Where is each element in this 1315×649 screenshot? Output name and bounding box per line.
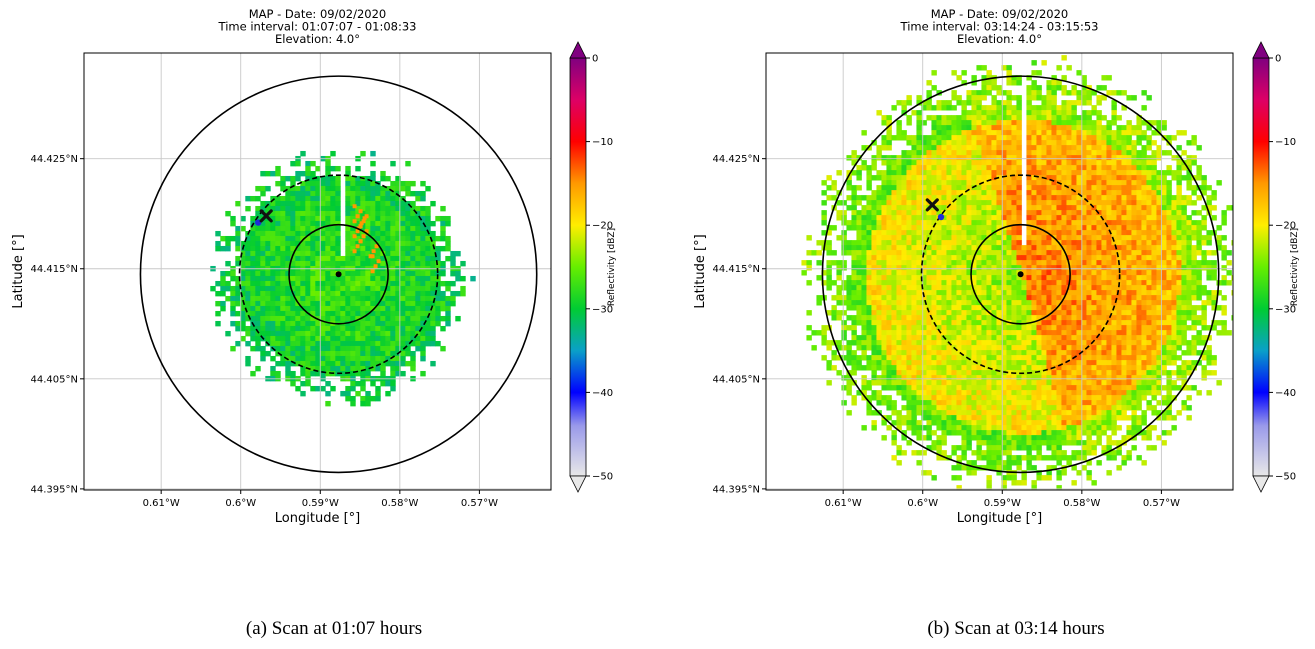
chart-title: MAP - Date: 09/02/2020 (931, 7, 1068, 21)
x-tick-label: 0.6°W (225, 498, 256, 509)
colorbar-extend-max (569, 41, 587, 59)
radar-site-marker (335, 271, 342, 278)
range-ring (970, 223, 1071, 325)
x-marker (925, 198, 939, 212)
x-tick-label: 0.59°W (984, 498, 1021, 509)
reflectivity-field (801, 55, 1233, 490)
x-tick-label: 0.57°W (1143, 498, 1180, 509)
x-tick-label: 0.57°W (461, 498, 498, 509)
y-tick-label: 44.415°N (31, 264, 78, 275)
range-ring (288, 223, 389, 325)
colorbar-tick-label: −10 (1275, 137, 1296, 148)
axes-frame (83, 52, 552, 491)
range-ring (139, 75, 538, 474)
x-axis-label: Longitude [°] (957, 511, 1042, 526)
chart-title: Elevation: 4.0° (957, 32, 1042, 46)
colorbar-tick-label: −40 (1275, 388, 1296, 399)
colorbar-tick-label: 0 (592, 54, 598, 65)
colorbar-label: Reflectivity [dBZ] (1290, 228, 1300, 306)
colorbar-tick-label: −20 (1275, 221, 1296, 232)
y-tick-label: 44.395°N (31, 484, 78, 495)
x-tick-label: 0.58°W (1063, 498, 1100, 509)
colorbar-extend-max (1252, 41, 1270, 59)
x-tick-label: 0.61°W (143, 498, 180, 509)
colorbar-tick-label: −40 (592, 388, 613, 399)
chart-title: Elevation: 4.0° (275, 32, 360, 46)
y-tick-label: 44.395°N (713, 484, 760, 495)
chart-title: Time interval: 01:07:07 - 01:08:33 (218, 20, 417, 34)
colorbar-extend-min (1252, 475, 1270, 493)
colorbar-tick-label: 0 (1275, 54, 1281, 65)
radar-site-marker (1017, 271, 1024, 278)
y-axis-label: Latitude [°] (693, 234, 708, 308)
colorbar (1252, 57, 1270, 477)
caption-b: (b) Scan at 03:14 hours (927, 618, 1105, 639)
chart-title: Time interval: 03:14:24 - 03:15:53 (900, 20, 1099, 34)
x-tick-label: 0.59°W (302, 498, 339, 509)
range-ring (821, 75, 1220, 474)
y-tick-label: 44.405°N (713, 374, 760, 385)
colorbar-tick-label: −30 (592, 304, 613, 315)
y-tick-label: 44.425°N (31, 154, 78, 165)
colorbar-tick-label: −50 (1275, 472, 1296, 483)
colorbar-tick-label: −10 (592, 137, 613, 148)
colorbar-label: Reflectivity [dBZ] (607, 228, 617, 306)
x-tick-label: 0.58°W (381, 498, 418, 509)
caption-a: (a) Scan at 01:07 hours (245, 618, 423, 639)
axes-frame (765, 52, 1234, 491)
y-tick-label: 44.405°N (31, 374, 78, 385)
x-marker (259, 209, 273, 223)
y-tick-label: 44.415°N (713, 264, 760, 275)
y-tick-label: 44.425°N (713, 154, 760, 165)
range-ring (920, 174, 1121, 375)
colorbar-tick-label: −30 (1275, 304, 1296, 315)
colorbar-tick-label: −50 (592, 472, 613, 483)
colorbar-extend-min (569, 475, 587, 493)
blue-marker (937, 213, 945, 221)
chart-title: MAP - Date: 09/02/2020 (249, 7, 386, 21)
range-ring (238, 174, 439, 375)
x-tick-label: 0.61°W (825, 498, 862, 509)
x-tick-label: 0.6°W (907, 498, 938, 509)
colorbar-tick-label: −20 (592, 221, 613, 232)
y-axis-label: Latitude [°] (11, 234, 26, 308)
x-axis-label: Longitude [°] (275, 511, 360, 526)
colorbar (569, 57, 587, 477)
